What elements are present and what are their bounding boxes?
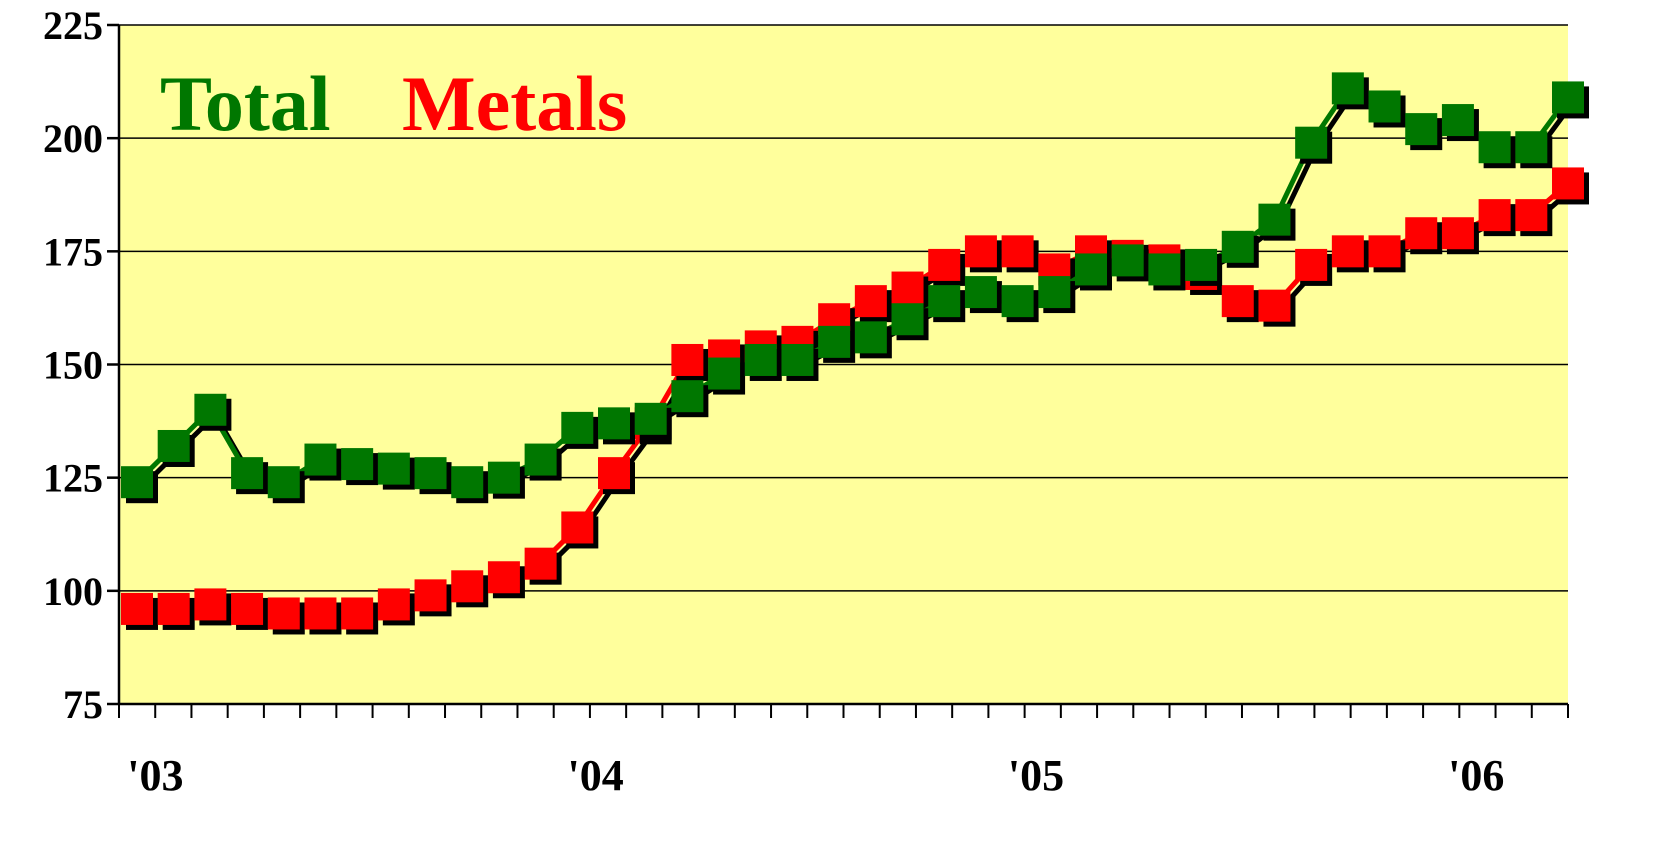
y-tick-label: 100 — [43, 569, 103, 614]
data-point — [1185, 248, 1218, 281]
data-point — [1515, 199, 1548, 232]
data-point — [561, 511, 594, 544]
data-point — [1552, 81, 1584, 114]
data-point — [964, 276, 997, 309]
data-point — [1552, 167, 1584, 200]
data-point — [671, 343, 704, 376]
data-point — [1001, 235, 1034, 268]
y-tick-label: 175 — [43, 229, 103, 274]
data-point — [964, 235, 997, 268]
data-point — [891, 271, 924, 304]
y-tick-label: 125 — [43, 456, 103, 501]
data-point — [414, 579, 447, 612]
data-point — [1405, 217, 1438, 250]
data-point — [451, 466, 484, 499]
data-point — [1478, 131, 1511, 164]
series-total — [121, 72, 1589, 504]
data-point — [1295, 248, 1328, 281]
data-point — [634, 402, 667, 435]
legend: Total Metals — [160, 60, 627, 147]
data-point — [1441, 217, 1474, 250]
data-point — [1368, 90, 1401, 123]
y-tick-label: 200 — [43, 116, 103, 161]
x-tick-label: '04 — [568, 751, 624, 800]
data-point — [487, 561, 520, 594]
data-point — [377, 452, 410, 485]
data-point — [1331, 235, 1364, 268]
data-point — [194, 393, 227, 426]
data-point — [121, 592, 153, 625]
data-point — [1038, 276, 1071, 309]
x-tick-label: '06 — [1448, 751, 1504, 800]
data-point — [231, 457, 264, 490]
data-point — [744, 343, 777, 376]
y-tick-label: 150 — [43, 343, 103, 388]
data-point — [157, 592, 190, 625]
data-point — [304, 597, 337, 630]
data-point — [891, 303, 924, 336]
data-point — [1001, 285, 1034, 318]
data-point — [267, 466, 300, 499]
data-point — [561, 411, 594, 444]
data-point — [1221, 285, 1254, 318]
legend-metals: Metals — [402, 60, 627, 147]
data-point — [818, 325, 851, 358]
x-tick-label: '05 — [1008, 751, 1064, 800]
y-tick-label: 75 — [63, 682, 103, 727]
data-point — [377, 588, 410, 621]
data-point — [1221, 230, 1254, 263]
data-point — [524, 547, 557, 580]
data-point — [267, 597, 300, 630]
data-point — [708, 357, 741, 390]
data-point — [928, 248, 961, 281]
y-tick-labels: 75 100 125 150 175 200 225 — [43, 3, 103, 727]
data-point — [414, 457, 447, 490]
data-point — [1258, 289, 1291, 322]
data-point — [1331, 72, 1364, 105]
data-point — [1515, 131, 1548, 164]
legend-total: Total — [160, 60, 331, 147]
data-point — [598, 457, 630, 490]
data-point — [341, 448, 374, 481]
data-point — [854, 321, 887, 354]
data-point — [121, 466, 153, 499]
data-point — [1478, 199, 1511, 232]
data-point — [781, 343, 814, 376]
data-point — [451, 570, 484, 603]
data-point — [1148, 253, 1181, 286]
data-point — [304, 443, 337, 476]
data-point — [1405, 113, 1438, 146]
data-point — [598, 407, 630, 440]
data-point — [1295, 126, 1328, 159]
data-point — [1258, 203, 1291, 236]
x-tick-label: '03 — [127, 751, 183, 800]
data-point — [1111, 244, 1144, 277]
data-point — [928, 285, 961, 318]
x-tick-labels: '03 '04 '05 '06 — [127, 751, 1504, 800]
data-point — [854, 285, 887, 318]
data-point — [341, 597, 374, 630]
data-point — [231, 592, 264, 625]
data-point — [194, 588, 227, 621]
data-point — [487, 461, 520, 494]
data-point — [1075, 253, 1107, 286]
data-point — [1368, 235, 1401, 268]
data-point — [1441, 104, 1474, 137]
data-point — [671, 380, 704, 413]
y-tick-label: 225 — [43, 3, 103, 48]
data-point — [524, 443, 557, 476]
series-layer — [121, 72, 1589, 635]
data-point — [157, 429, 190, 462]
axes — [107, 23, 1569, 718]
